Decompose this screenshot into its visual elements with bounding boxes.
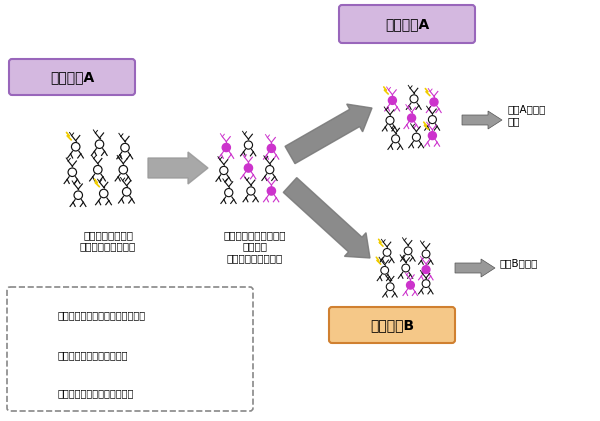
Circle shape <box>100 189 108 198</box>
Circle shape <box>121 143 129 152</box>
Circle shape <box>222 144 230 152</box>
FancyBboxPatch shape <box>329 307 455 343</box>
Circle shape <box>410 95 418 103</box>
Text: 学習訓練B: 学習訓練B <box>370 318 414 332</box>
Text: 記憶が割り当てられた
細胞群に
テタヌス毒素が発現: 記憶が割り当てられた 細胞群に テタヌス毒素が発現 <box>224 230 286 263</box>
Circle shape <box>74 191 83 200</box>
Circle shape <box>267 144 275 152</box>
Text: 活動が遮断された神経細胞: 活動が遮断された神経細胞 <box>58 350 128 360</box>
Text: 記憶Bの想起: 記憶Bの想起 <box>500 258 538 268</box>
Polygon shape <box>148 152 208 184</box>
Circle shape <box>266 165 274 174</box>
Circle shape <box>71 142 80 151</box>
Circle shape <box>119 165 128 174</box>
Circle shape <box>404 247 412 255</box>
Circle shape <box>381 266 389 274</box>
Circle shape <box>422 280 430 288</box>
Circle shape <box>244 164 253 172</box>
Polygon shape <box>455 259 495 277</box>
Text: 学習訓練A: 学習訓練A <box>385 17 429 31</box>
Text: 学習訓練A: 学習訓練A <box>50 70 94 84</box>
Circle shape <box>428 132 436 140</box>
Circle shape <box>220 166 228 175</box>
Text: 記憶Aの想起
障害: 記憶Aの想起 障害 <box>508 104 547 126</box>
Circle shape <box>388 96 397 104</box>
FancyBboxPatch shape <box>7 287 253 411</box>
Circle shape <box>386 283 394 290</box>
Circle shape <box>267 187 275 195</box>
Circle shape <box>122 187 131 196</box>
Circle shape <box>407 281 415 289</box>
Circle shape <box>94 165 102 174</box>
Circle shape <box>402 264 410 272</box>
Circle shape <box>35 352 41 357</box>
Circle shape <box>392 135 400 143</box>
Circle shape <box>430 98 438 106</box>
FancyBboxPatch shape <box>339 5 475 43</box>
Circle shape <box>428 116 436 124</box>
FancyBboxPatch shape <box>9 59 135 95</box>
Polygon shape <box>283 178 370 258</box>
Circle shape <box>224 189 233 197</box>
Circle shape <box>383 248 391 256</box>
Text: 活動が遮断されていない神経細胞: 活動が遮断されていない神経細胞 <box>58 310 146 320</box>
Circle shape <box>244 141 253 149</box>
Text: 一部の細胞群への
記憶情報の割り当て: 一部の細胞群への 記憶情報の割り当て <box>80 230 136 252</box>
Circle shape <box>95 140 104 149</box>
Circle shape <box>68 168 77 176</box>
Circle shape <box>247 187 255 195</box>
Circle shape <box>422 266 430 274</box>
Circle shape <box>422 250 430 258</box>
Text: 学習訓練時に働いた神経細胞: 学習訓練時に働いた神経細胞 <box>58 388 134 398</box>
Circle shape <box>35 312 41 317</box>
Polygon shape <box>462 111 502 129</box>
Circle shape <box>407 114 416 122</box>
Circle shape <box>386 116 394 124</box>
Polygon shape <box>285 104 372 164</box>
Circle shape <box>412 133 421 141</box>
